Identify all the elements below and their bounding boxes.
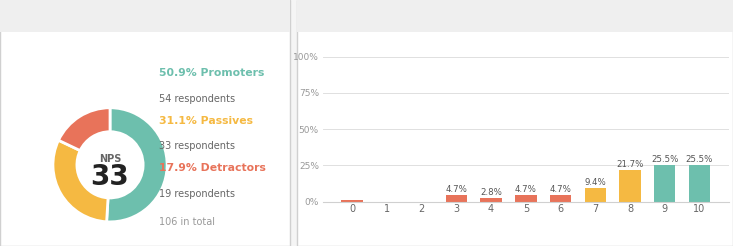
Bar bbox=[654, 165, 676, 202]
Bar bbox=[446, 195, 467, 202]
Bar bbox=[619, 170, 641, 202]
Bar bbox=[584, 188, 606, 202]
Text: 17.9% Detractors: 17.9% Detractors bbox=[159, 163, 266, 173]
Bar bbox=[550, 195, 571, 202]
Text: 54 respondents: 54 respondents bbox=[159, 94, 235, 104]
Text: NPS: NPS bbox=[99, 154, 121, 164]
Text: 106 in total: 106 in total bbox=[159, 217, 216, 227]
Text: 19 respondents: 19 respondents bbox=[159, 189, 235, 199]
Wedge shape bbox=[53, 140, 108, 222]
Text: 4.7%: 4.7% bbox=[446, 185, 468, 194]
Text: 4.7%: 4.7% bbox=[550, 185, 572, 194]
Text: 33: 33 bbox=[91, 163, 130, 191]
Text: 25.5%: 25.5% bbox=[686, 155, 713, 164]
Text: NPS overview: NPS overview bbox=[12, 11, 103, 24]
Bar bbox=[480, 198, 502, 202]
Text: 33 respondents: 33 respondents bbox=[159, 141, 235, 152]
Text: 9.4%: 9.4% bbox=[584, 178, 606, 187]
Text: 2.8%: 2.8% bbox=[480, 188, 502, 197]
Bar bbox=[342, 200, 363, 202]
Text: 25.5%: 25.5% bbox=[651, 155, 679, 164]
Wedge shape bbox=[106, 108, 167, 222]
Text: 31.1% Passives: 31.1% Passives bbox=[159, 116, 253, 126]
Text: Score breakdown: Score breakdown bbox=[310, 11, 425, 24]
Text: 21.7%: 21.7% bbox=[616, 160, 644, 169]
Bar bbox=[515, 195, 537, 202]
Text: 50.9% Promoters: 50.9% Promoters bbox=[159, 68, 265, 78]
Bar bbox=[689, 165, 710, 202]
Text: 4.7%: 4.7% bbox=[515, 185, 537, 194]
Wedge shape bbox=[59, 108, 110, 151]
